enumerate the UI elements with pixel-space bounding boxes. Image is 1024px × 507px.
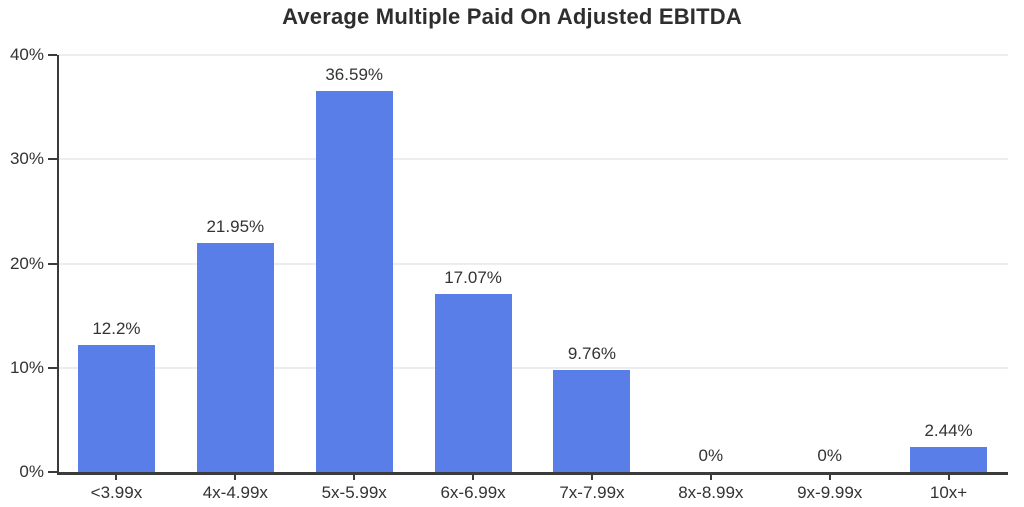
x-axis-tick-label-5x-5.99x: 5x-5.99x (321, 483, 387, 502)
bar-value-label-7x-7.99x: 9.76% (567, 344, 617, 363)
x-axis-line (57, 472, 1008, 475)
y-axis-tick-label: 20% (9, 253, 44, 273)
x-axis-tick (115, 472, 118, 480)
x-axis-tick-label-9x-9.99x: 9x-9.99x (797, 483, 863, 502)
x-axis-tick (590, 472, 593, 480)
gridline-40% (57, 54, 1008, 56)
chart-bar-6x-6.99x (435, 294, 512, 472)
gridline-20% (57, 262, 1008, 265)
chart-title: Average Multiple Paid On Adjusted EBITDA (282, 4, 742, 29)
x-axis-tick-label-4x-4.99x: 4x-4.99x (202, 483, 268, 502)
x-axis-tick-label-10x+: 10x+ (929, 483, 968, 502)
bar-value-label-8x-8.99x: 0% (698, 446, 724, 465)
y-axis-tick-label: 0% (19, 462, 44, 481)
x-axis-tick (234, 472, 237, 480)
x-axis-tick (353, 472, 356, 480)
gridline-30% (57, 158, 1008, 161)
x-axis-tick (828, 472, 831, 480)
y-axis-tick (48, 366, 57, 369)
gridline-10% (57, 366, 1008, 369)
y-axis-line (57, 55, 59, 472)
y-axis-tick (48, 471, 57, 473)
chart-bar-<3.99x (78, 345, 155, 472)
x-axis-tick (709, 472, 712, 480)
x-axis-tick-label-8x-8.99x: 8x-8.99x (678, 483, 744, 502)
plot-area: 12.2% 21.95% 36.59% 17.07% 9.76% 0% 0% 2.44% (57, 54, 1008, 475)
x-axis-tick (947, 472, 950, 480)
x-axis-tick-label-<3.99x: <3.99x (90, 483, 143, 502)
bar-value-label-4x-4.99x: 21.95% (206, 217, 265, 236)
x-axis-tick-label-7x-7.99x: 7x-7.99x (559, 483, 625, 502)
bar-value-label-<3.99x: 12.2% (92, 319, 141, 338)
y-axis-tick (48, 262, 57, 265)
bar-value-label-5x-5.99x: 36.59% (325, 65, 384, 84)
x-axis-tick (472, 472, 475, 480)
chart-bar-10x+ (910, 447, 987, 472)
y-axis-tick-label: 30% (9, 149, 44, 169)
y-axis-tick (48, 158, 57, 161)
bar-value-label-9x-9.99x: 0% (817, 446, 842, 465)
x-axis-tick-label-6x-6.99x: 6x-6.99x (440, 483, 506, 502)
chart-bar-4x-4.99x (197, 243, 274, 472)
y-axis-tick-label: 10% (9, 357, 44, 377)
bar-value-label-6x-6.99x: 17.07% (444, 268, 502, 287)
chart-bar-7x-7.99x (553, 370, 630, 472)
y-axis-tick (48, 54, 57, 56)
bar-value-label-10x+: 2.44% (924, 421, 973, 440)
y-axis-tick-label: 40% (9, 45, 44, 64)
chart-bar-5x-5.99x (316, 91, 393, 472)
